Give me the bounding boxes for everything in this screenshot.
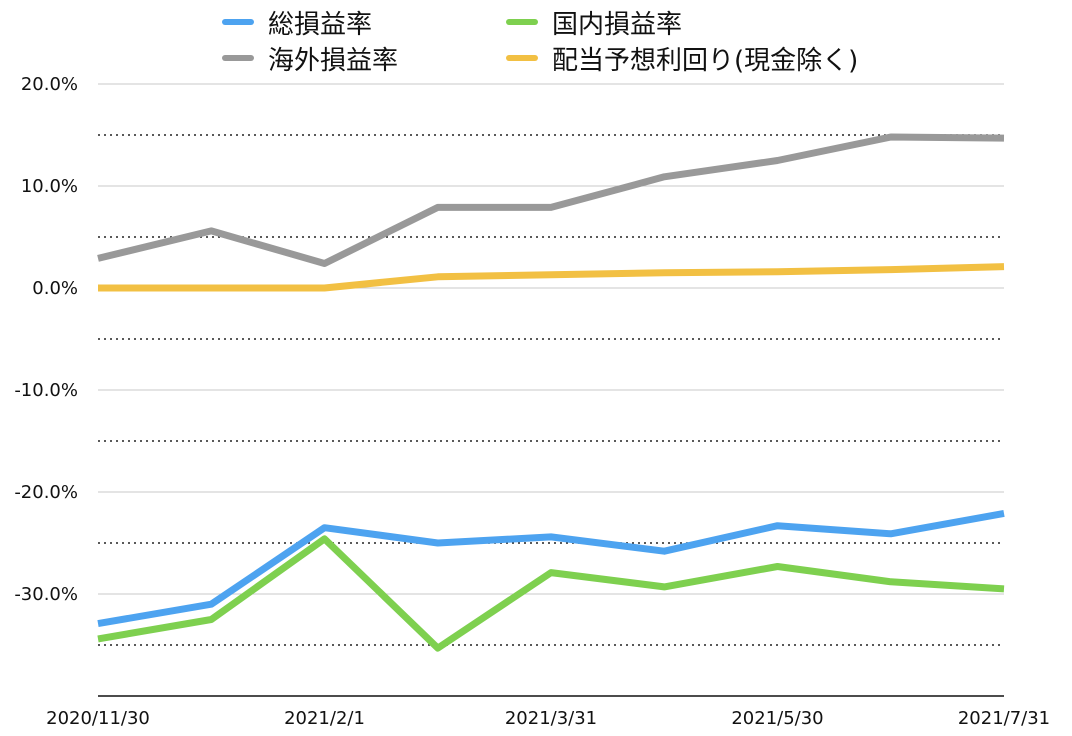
legend-label-dividend: 配当予想利回り(現金除く) (552, 45, 859, 76)
x-axis-tick-labels: 2020/11/30 2021/2/1 2021/3/31 2021/5/30 2021… (46, 708, 1050, 729)
y-tick-label: -30.0% (14, 584, 78, 605)
x-tick-label: 2021/3/31 (505, 708, 597, 729)
legend-item-total: 総損益率 (222, 6, 373, 40)
series-line (97, 535, 1005, 652)
legend-label-overseas: 海外損益率 (268, 45, 399, 76)
series-lines (97, 133, 1005, 652)
x-tick-label: 2021/2/1 (284, 708, 365, 729)
x-tick-label: 2021/5/30 (731, 708, 823, 729)
legend-item-dividend: 配当予想利回り(現金除く) (506, 42, 859, 76)
y-axis-tick-labels: 20.0% 10.0% 0.0% -10.0% -20.0% -30.0% (14, 74, 78, 605)
legend-label-domestic: 国内損益率 (552, 9, 683, 40)
legend-swatch-total (222, 19, 254, 25)
x-tick-label: 2021/7/31 (958, 708, 1050, 729)
legend-swatch-overseas (222, 55, 254, 61)
legend-item-overseas: 海外損益率 (222, 42, 399, 76)
y-tick-label: 0.0% (32, 278, 78, 299)
gridlines (98, 83, 1004, 646)
legend-swatch-domestic (506, 19, 538, 25)
series-line (98, 263, 1005, 292)
series-line (97, 133, 1005, 267)
legend-label-total: 総損益率 (268, 9, 373, 40)
legend: 総損益率 国内損益率 海外損益率 配当予想利回り(現金除く) (0, 0, 1072, 80)
legend-item-domestic: 国内損益率 (506, 6, 683, 40)
x-tick-label: 2020/11/30 (46, 708, 150, 729)
y-tick-label: 10.0% (21, 176, 78, 197)
y-tick-label: 20.0% (21, 74, 78, 95)
y-tick-label: -20.0% (14, 482, 78, 503)
y-tick-label: -10.0% (14, 380, 78, 401)
series-line (97, 509, 1005, 628)
legend-swatch-dividend (506, 55, 538, 61)
